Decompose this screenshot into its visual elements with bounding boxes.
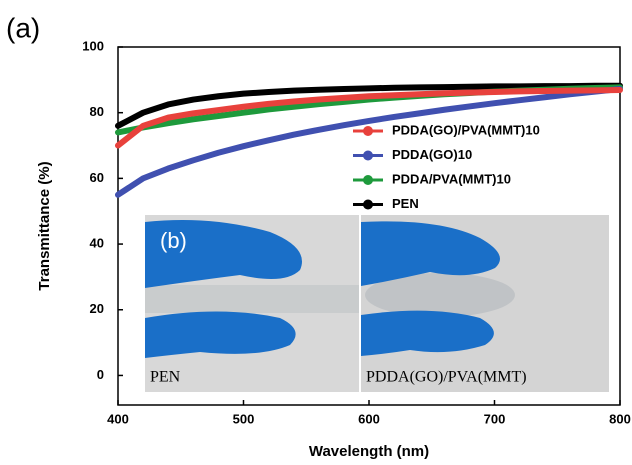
chart: (a) Wavelength (nm) Transmittance (%) 40… [0, 0, 632, 465]
x-tick-label: 400 [107, 411, 129, 426]
y-tick-label: 60 [90, 170, 104, 185]
photo-caption: PDDA(GO)/PVA(MMT) [366, 369, 527, 386]
panel-label: (a) [6, 12, 40, 43]
legend-marker [363, 126, 373, 136]
legend-marker [363, 200, 373, 210]
legend-marker [363, 175, 373, 185]
inset-label: (b) [160, 228, 187, 253]
film [145, 285, 360, 313]
x-tick-label: 800 [609, 411, 631, 426]
legend-label: PDDA(GO)/PVA(MMT)10 [392, 122, 540, 137]
y-tick-label: 20 [90, 301, 104, 316]
y-tick-label: 0 [97, 367, 104, 382]
inset-photo: (b) PEN PDDA(GO)/PVA(MMT) [145, 215, 609, 392]
y-tick-label: 80 [90, 104, 104, 119]
x-tick-label: 500 [233, 411, 255, 426]
y-tick-label: 100 [82, 38, 104, 53]
x-tick-label: 600 [358, 411, 380, 426]
legend-label: PEN [392, 196, 419, 211]
legend-marker [363, 151, 373, 161]
photo-caption: PEN [150, 369, 181, 386]
legend-label: PDDA/PVA(MMT)10 [392, 171, 511, 186]
y-axis-title: Transmittance (%) [36, 161, 53, 290]
y-tick-label: 40 [90, 236, 104, 251]
legend-label: PDDA(GO)10 [392, 147, 472, 162]
x-axis-title: Wavelength (nm) [309, 443, 429, 460]
x-tick-label: 700 [484, 411, 506, 426]
